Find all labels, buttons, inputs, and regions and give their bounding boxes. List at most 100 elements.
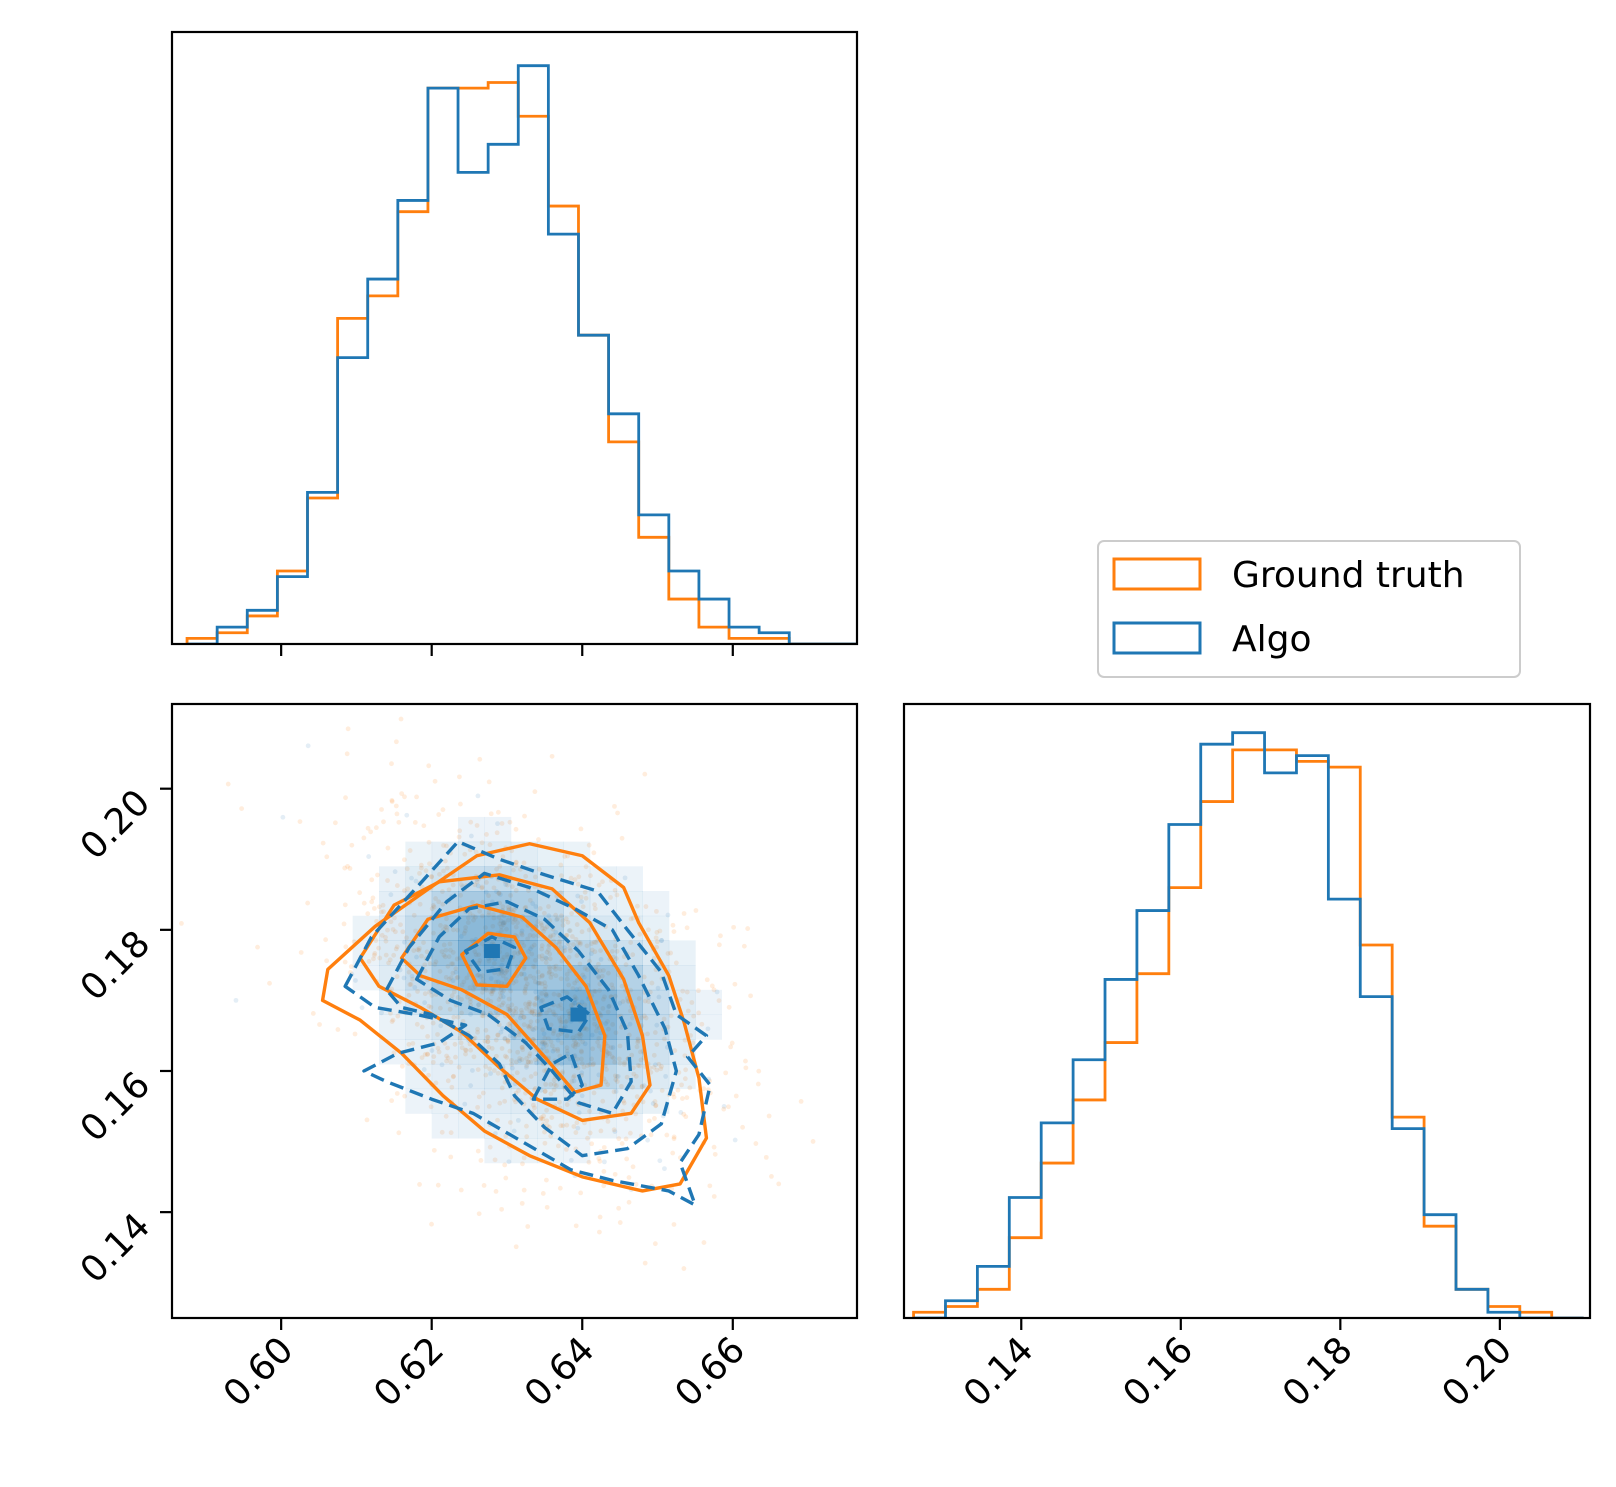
scatter-point	[233, 997, 239, 1003]
scatter-point	[344, 751, 350, 757]
scatter-point	[559, 1040, 565, 1046]
scatter-point	[364, 1117, 370, 1123]
scatter-point	[509, 884, 515, 889]
scatter-point	[444, 865, 450, 871]
scatter-point	[651, 1064, 657, 1070]
scatter-point	[471, 1054, 477, 1060]
scatter-point	[341, 921, 347, 927]
scatter-point	[622, 1060, 627, 1066]
scatter-point	[654, 908, 659, 914]
scatter-point	[600, 968, 606, 973]
scatter-point	[491, 1068, 497, 1073]
scatter-point	[442, 1040, 448, 1046]
scatter-point	[450, 970, 456, 976]
scatter-point	[542, 1041, 548, 1047]
scatter-point	[651, 1052, 657, 1058]
bottom-left-scatter-panel: 0.60 0.62 0.64 0.66 0.14 0.16 0.18 0.20	[73, 702, 859, 1415]
scatter-point	[671, 1136, 677, 1142]
scatter-point	[605, 1118, 611, 1124]
scatter-point	[435, 1032, 440, 1037]
bottom-left-frame	[170, 702, 859, 1320]
scatter-point	[546, 970, 552, 976]
scatter-point	[573, 1130, 579, 1135]
scatter-point	[659, 938, 665, 943]
scatter-point	[541, 910, 547, 916]
scatter-point	[383, 935, 388, 940]
scatter-point	[179, 921, 184, 926]
scatter-point	[653, 1062, 658, 1068]
scatter-point	[511, 907, 517, 913]
scatter-point	[479, 1013, 485, 1019]
scatter-point	[517, 1058, 523, 1064]
scatter-point	[494, 889, 499, 894]
scatter-point	[572, 877, 578, 883]
scatter-point	[664, 1132, 670, 1138]
scatter-point	[646, 1118, 652, 1124]
scatter-point	[404, 866, 410, 872]
scatter-point	[508, 1120, 513, 1125]
scatter-point	[394, 974, 400, 979]
scatter-point	[519, 932, 525, 938]
scatter-point	[518, 971, 524, 977]
scatter-point	[763, 1154, 769, 1160]
scatter-point	[581, 1064, 587, 1070]
scatter-point	[564, 971, 570, 977]
scatter-point	[255, 944, 260, 950]
scatter-point	[635, 903, 640, 909]
y-tick-label: 0.14	[73, 1206, 159, 1292]
scatter-point	[506, 1159, 512, 1165]
scatter-point	[654, 1022, 660, 1028]
scatter-point	[523, 873, 529, 879]
scatter-point	[656, 1061, 662, 1067]
scatter-point	[507, 1033, 513, 1039]
scatter-point	[485, 1034, 491, 1040]
scatter-point	[439, 949, 445, 954]
scatter-point	[497, 863, 503, 869]
scatter-point	[519, 1044, 525, 1050]
scatter-point	[565, 1051, 571, 1057]
density-cell	[431, 1039, 459, 1065]
scatter-point	[578, 1048, 584, 1054]
density-cell	[668, 940, 696, 966]
scatter-point	[474, 879, 480, 885]
scatter-point	[373, 938, 379, 943]
scatter-point	[659, 1064, 664, 1069]
scatter-point	[463, 1047, 469, 1053]
scatter-point	[610, 1045, 616, 1050]
scatter-point	[458, 892, 464, 898]
scatter-point	[586, 927, 592, 933]
scatter-point	[428, 1104, 434, 1110]
scatter-point	[525, 936, 531, 942]
scatter-point	[533, 904, 539, 909]
scatter-point	[444, 843, 449, 849]
scatter-point	[514, 1070, 520, 1076]
scatter-point	[441, 843, 446, 848]
scatter-point	[438, 923, 443, 928]
scatter-point	[728, 1044, 734, 1050]
scatter-point	[519, 930, 524, 936]
scatter-point	[379, 1010, 384, 1016]
scatter-point	[499, 1046, 505, 1051]
scatter-point	[634, 1044, 640, 1050]
scatter-point	[524, 1056, 529, 1061]
scatter-point	[614, 1079, 620, 1084]
scatter-point	[483, 889, 489, 895]
scatter-point	[630, 915, 636, 921]
scatter-point	[408, 982, 414, 987]
scatter-point	[741, 943, 747, 949]
scatter-point	[568, 1157, 574, 1163]
scatter-point	[598, 1128, 604, 1134]
scatter-point	[509, 1065, 515, 1071]
scatter-point	[475, 1104, 480, 1110]
scatter-point	[539, 953, 545, 959]
scatter-point	[587, 1108, 592, 1114]
scatter-point	[527, 1009, 533, 1014]
scatter-point	[496, 997, 502, 1002]
scatter-point	[696, 988, 701, 994]
scatter-point	[426, 839, 432, 845]
scatter-point	[562, 948, 568, 953]
scatter-point	[654, 930, 660, 935]
scatter-point	[605, 1043, 611, 1049]
density-cell	[695, 1014, 723, 1040]
